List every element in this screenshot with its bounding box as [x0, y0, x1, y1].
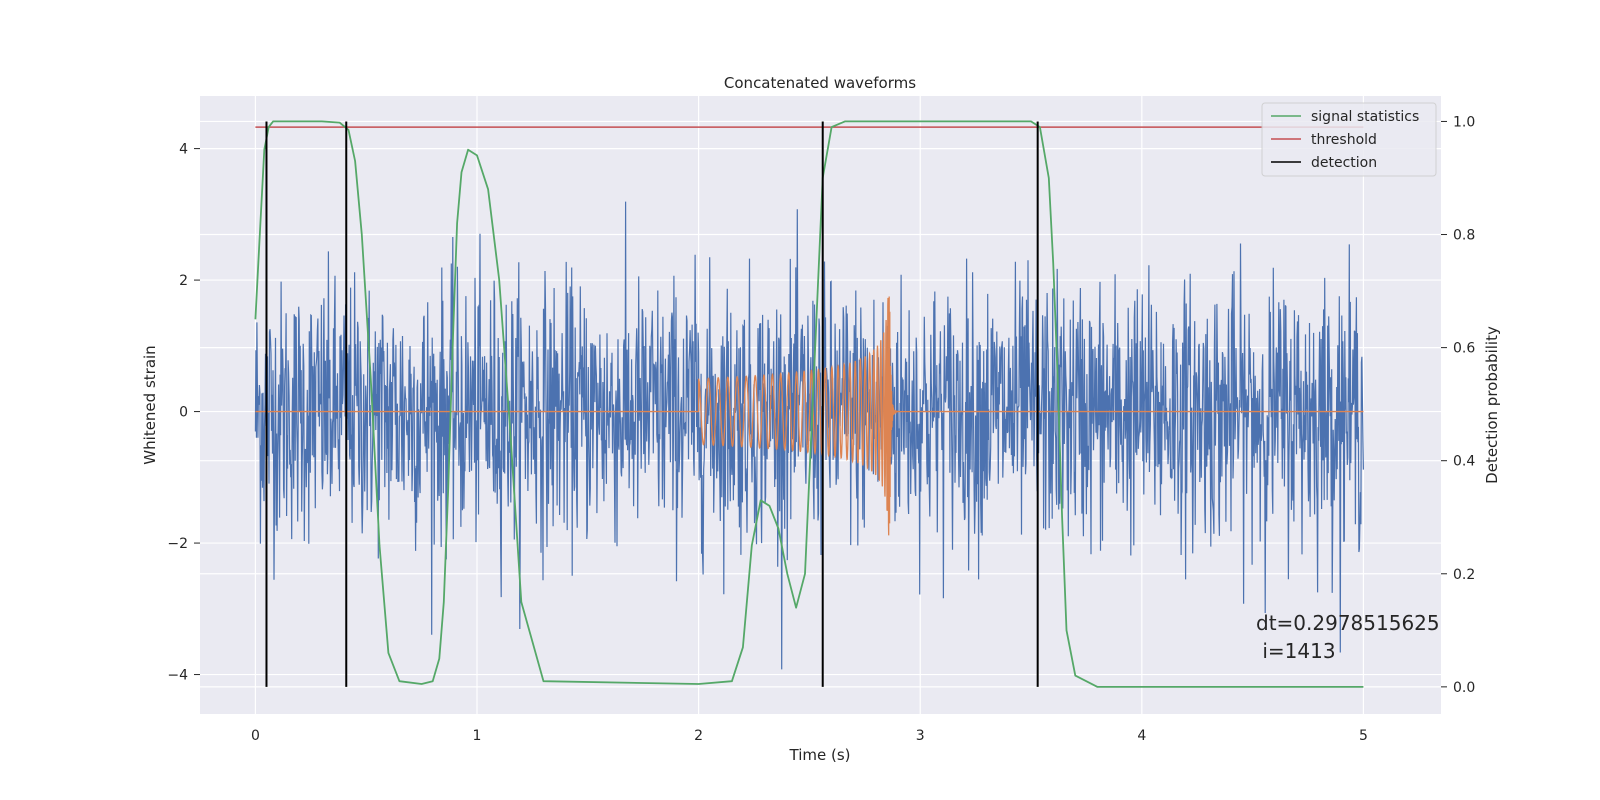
x-tick-label: 1 [473, 728, 482, 744]
y-tick-label: 0 [179, 405, 188, 421]
annotation-line: dt=0.2978515625 [1256, 611, 1440, 635]
legend-label-threshold: threshold [1311, 132, 1377, 148]
y-axis-label: Whitened strain [141, 345, 159, 464]
x-tick-label: 2 [694, 728, 703, 744]
y2-tick-label: 0.0 [1453, 680, 1475, 696]
y-tick-label: 4 [179, 142, 188, 158]
noise-series-line [254, 201, 1364, 670]
y2-tick-label: 0.6 [1453, 341, 1475, 357]
x-tick-label: 0 [251, 728, 260, 744]
y2-tick-label: 0.2 [1453, 567, 1475, 583]
legend-label-detection: detection [1311, 155, 1377, 171]
chart-title: Concatenated waveforms [724, 74, 916, 92]
ticks: 0 1 2 3 4 5 −4 −2 0 2 4 0.0 0.2 0.4 0.6 0.8 1.0 [167, 114, 1475, 744]
y2-tick-label: 1.0 [1453, 114, 1475, 130]
y2-axis-label: Detection probability [1483, 326, 1501, 484]
x-tick-label: 5 [1359, 728, 1368, 744]
legend-box [1261, 102, 1437, 177]
data-layer [254, 120, 1364, 688]
legend: signal statistics threshold detection [1261, 102, 1437, 177]
x-tick-label: 3 [916, 728, 925, 744]
annotation-line: i=1413 [1256, 639, 1336, 663]
signal-statistics-line [254, 120, 1364, 688]
y2-tick-label: 0.8 [1453, 228, 1475, 244]
y-tick-label: −4 [167, 668, 188, 684]
annotation-text: dt=0.2978515625 i=1413 [1256, 611, 1440, 663]
y2-tick-label: 0.4 [1453, 454, 1475, 470]
y-tick-label: −2 [167, 536, 188, 552]
legend-label-signal-statistics: signal statistics [1311, 109, 1419, 125]
x-axis-label: Time (s) [789, 746, 851, 764]
y-tick-label: 2 [179, 273, 188, 289]
chirp-series-line [255, 296, 1364, 536]
x-tick-label: 4 [1137, 728, 1146, 744]
